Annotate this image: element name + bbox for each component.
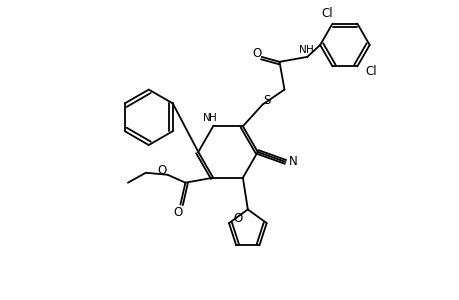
Text: O: O [157,164,166,177]
Text: O: O [252,47,261,60]
Text: Cl: Cl [321,7,333,20]
Text: O: O [174,206,183,219]
Text: H: H [306,45,313,55]
Text: H: H [209,113,217,123]
Text: Cl: Cl [364,65,376,78]
Text: N: N [288,155,297,168]
Text: O: O [233,212,242,225]
Text: N: N [203,113,211,123]
Text: N: N [299,45,307,55]
Text: S: S [263,94,270,107]
